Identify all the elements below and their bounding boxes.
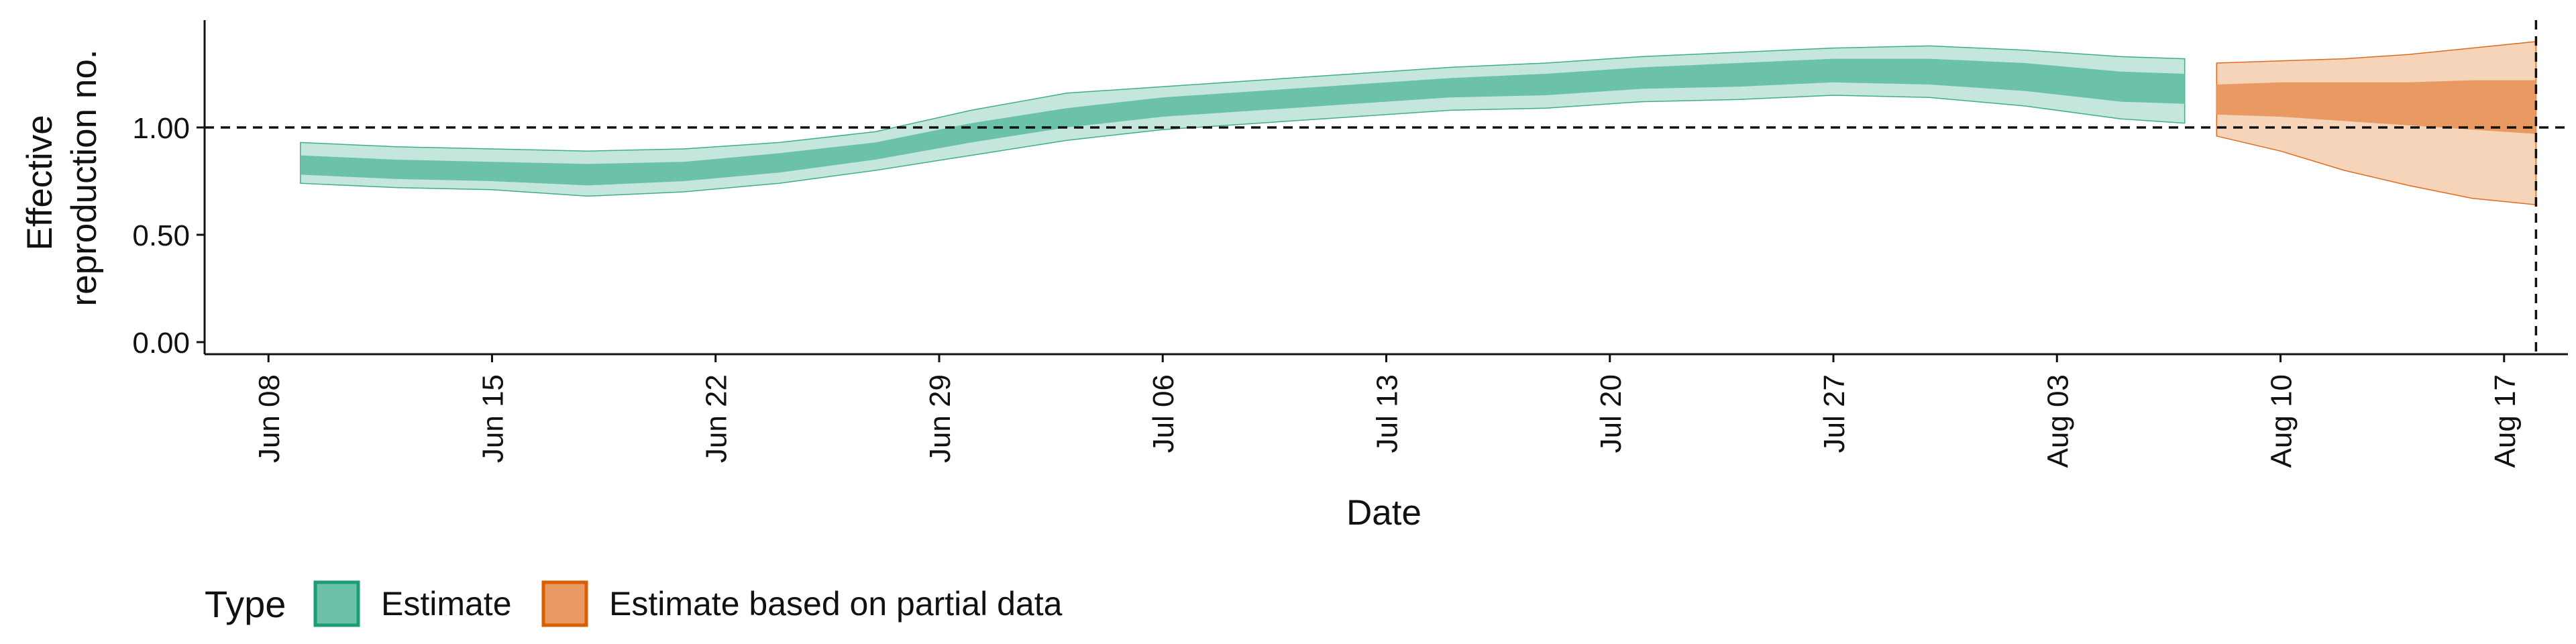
legend-title: Type	[205, 583, 286, 625]
series-1-band-50	[2216, 80, 2536, 134]
x-tick-label: Jul 20	[1595, 374, 1627, 453]
y-tick-label: 0.50	[132, 219, 190, 252]
y-tick-label: 1.00	[132, 112, 190, 145]
series-0-band-50	[300, 58, 2185, 186]
y-axis-title: Effective reproduction no.	[20, 49, 104, 306]
legend: Type Estimate Estimate based on partial …	[205, 580, 1063, 627]
x-tick-label: Aug 10	[2265, 374, 2298, 468]
x-tick-label: Jun 22	[700, 374, 733, 463]
x-tick-label: Jun 08	[253, 374, 286, 463]
legend-label-partial: Estimate based on partial data	[609, 585, 1063, 623]
y-tick-label: 0.00	[132, 327, 190, 360]
y-axis-title-line2: reproduction no.	[64, 49, 104, 306]
x-tick-label: Jul 27	[1818, 374, 1851, 453]
x-tick-label: Aug 03	[2041, 374, 2074, 468]
legend-label-estimate: Estimate	[381, 585, 512, 623]
x-tick-label: Jul 13	[1371, 374, 1404, 453]
y-axis-title-line1: Effective	[20, 115, 60, 250]
legend-key-partial	[541, 580, 588, 627]
axes: 0.00 0.50 1.00 Jun 08 Jun 15 Jun 22 Jun 29 Jul …	[132, 20, 2568, 468]
legend-key-estimate	[313, 580, 360, 627]
x-tick-label: Jul 06	[1147, 374, 1180, 453]
x-tick-label: Jun 15	[476, 374, 509, 463]
x-axis-title: Date	[1346, 493, 1421, 533]
x-tick-label: Jun 29	[924, 374, 957, 463]
reference-lines	[205, 20, 2568, 354]
series-layer	[300, 41, 2537, 206]
x-tick-label: Aug 17	[2489, 374, 2522, 468]
